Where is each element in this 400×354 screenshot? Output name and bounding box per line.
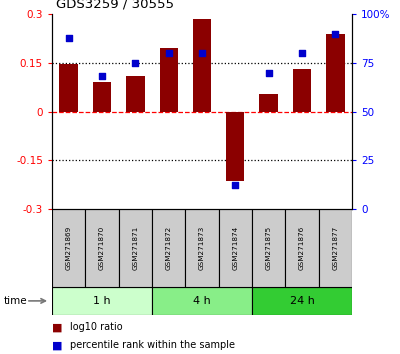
Text: GSM271872: GSM271872 [166, 226, 172, 270]
Bar [52, 209, 85, 287]
Text: 1 h: 1 h [93, 296, 111, 306]
Point [99, 74, 105, 79]
Text: ■: ■ [52, 322, 62, 332]
Text: GSM271873: GSM271873 [199, 226, 205, 270]
Bar [85, 209, 119, 287]
Bar [52, 287, 152, 315]
Bar [193, 19, 211, 112]
Bar [60, 64, 78, 112]
Point [199, 50, 205, 56]
Text: GSM271877: GSM271877 [332, 226, 338, 270]
Text: GSM271875: GSM271875 [266, 226, 272, 270]
Point [232, 183, 238, 188]
Text: time: time [4, 296, 28, 306]
Text: 24 h: 24 h [290, 296, 314, 306]
Point [132, 60, 138, 65]
Point [166, 50, 172, 56]
Bar [252, 287, 352, 315]
Point [66, 35, 72, 40]
Bar [160, 48, 178, 112]
Text: GSM271871: GSM271871 [132, 226, 138, 270]
Text: GSM271876: GSM271876 [299, 226, 305, 270]
Bar [226, 112, 244, 181]
Text: GSM271874: GSM271874 [232, 226, 238, 270]
Bar [126, 76, 144, 112]
Point [332, 31, 338, 36]
Text: GSM271869: GSM271869 [66, 226, 72, 270]
Bar [93, 82, 111, 112]
Bar [285, 209, 319, 287]
Bar [319, 209, 352, 287]
Bar [152, 287, 252, 315]
Bar [119, 209, 152, 287]
Bar [152, 209, 185, 287]
Text: log10 ratio: log10 ratio [70, 322, 123, 332]
Text: GDS3259 / 30555: GDS3259 / 30555 [56, 0, 174, 11]
Bar [252, 209, 285, 287]
Point [266, 70, 272, 75]
Text: 4 h: 4 h [193, 296, 211, 306]
Text: GSM271870: GSM271870 [99, 226, 105, 270]
Bar [185, 209, 219, 287]
Bar [219, 209, 252, 287]
Text: ■: ■ [52, 340, 62, 350]
Text: percentile rank within the sample: percentile rank within the sample [70, 340, 235, 350]
Bar [260, 94, 278, 112]
Bar [326, 34, 344, 112]
Point [299, 50, 305, 56]
Bar [293, 69, 311, 112]
